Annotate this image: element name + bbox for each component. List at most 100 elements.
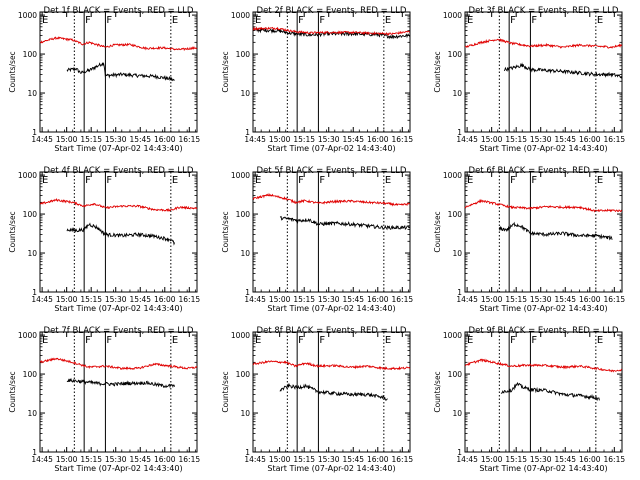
x-tick-label: 15:45 (342, 135, 364, 144)
y-tick-label: 1000 (443, 331, 462, 340)
y-tick-label: 1000 (18, 331, 37, 340)
x-tick-label: 14:45 (456, 135, 478, 144)
interval-marker: E (385, 335, 391, 346)
x-tick-label: 15:15 (505, 455, 527, 464)
x-tick-label: 14:45 (244, 135, 266, 144)
y-tick-label: 1000 (231, 171, 250, 180)
chart-panel-2: Det 2f BLACK = Events, RED = LLD 1 10 100 10… (221, 6, 413, 153)
interval-marker: F (85, 15, 91, 26)
interval-marker: F (85, 175, 91, 186)
interval-marker: E (467, 335, 473, 346)
x-tick-label: 15:45 (554, 135, 576, 144)
y-axis-label: Counts/sec (221, 211, 230, 252)
x-tick-label: 16:00 (579, 135, 601, 144)
x-tick-label: 15:45 (129, 295, 151, 304)
chart-panel-6: Det 6f BLACK = Events, RED = LLD 1 10 100 10… (433, 166, 625, 313)
x-tick-label: 14:45 (456, 295, 478, 304)
x-tick-label: 15:30 (530, 455, 552, 464)
chart-panel-1: Det 1f BLACK = Events, RED = LLD 1 10 100 10… (8, 6, 200, 153)
x-tick-label: 15:45 (554, 295, 576, 304)
events-series-line (66, 61, 175, 82)
x-tick-label: 16:15 (604, 455, 626, 464)
lld-series-line (252, 192, 411, 207)
y-tick-label: 10 (452, 89, 462, 98)
x-tick-label: 15:15 (80, 295, 102, 304)
x-tick-label: 14:45 (244, 295, 266, 304)
x-tick-label: 16:15 (392, 455, 414, 464)
interval-marker: E (467, 15, 473, 26)
x-tick-label: 15:45 (342, 455, 364, 464)
interval-marker: E (42, 175, 48, 186)
interval-marker: E (597, 15, 603, 26)
x-tick-label: 15:30 (318, 295, 340, 304)
lld-series-line (464, 198, 623, 213)
x-tick-label: 16:15 (392, 295, 414, 304)
x-tick-label: 15:00 (56, 295, 78, 304)
x-tick-label: 15:00 (269, 455, 291, 464)
x-tick-label: 15:45 (129, 455, 151, 464)
plot-frame (39, 11, 198, 133)
x-axis-label: Start Time (07-Apr-02 14:43:40) (479, 304, 607, 313)
x-tick-label: 15:15 (505, 295, 527, 304)
events-series-line (503, 62, 623, 79)
interval-marker: E (42, 15, 48, 26)
x-tick-label: 14:45 (456, 455, 478, 464)
interval-marker: F (319, 175, 325, 186)
x-axis-label: Start Time (07-Apr-02 14:43:40) (267, 144, 395, 153)
interval-marker: F (106, 15, 112, 26)
interval-marker: E (172, 15, 178, 26)
events-series-line (279, 382, 388, 401)
x-tick-label: 16:00 (367, 135, 389, 144)
y-tick-label: 1 (32, 288, 37, 297)
x-tick-label: 15:00 (56, 135, 78, 144)
chart-panel-3: Det 3f BLACK = Events, RED = LLD 1 10 100 10… (433, 6, 625, 153)
y-tick-label: 1 (32, 128, 37, 137)
y-tick-label: 100 (23, 210, 38, 219)
events-series-line (498, 221, 613, 241)
x-axis-label: Start Time (07-Apr-02 14:43:40) (54, 304, 182, 313)
x-tick-label: 14:45 (244, 455, 266, 464)
y-tick-label: 100 (23, 50, 38, 59)
interval-marker: E (172, 335, 178, 346)
y-tick-label: 100 (23, 370, 38, 379)
x-tick-label: 15:45 (129, 135, 151, 144)
x-tick-label: 16:00 (367, 295, 389, 304)
plot-frame (252, 11, 411, 133)
interval-marker: E (255, 175, 261, 186)
x-tick-label: 15:30 (530, 135, 552, 144)
interval-marker: E (597, 335, 603, 346)
chart-title: Det 6f BLACK = Events, RED = LLD (469, 166, 619, 176)
interval-marker: F (531, 335, 537, 346)
y-tick-label: 10 (240, 89, 250, 98)
x-tick-label: 14:45 (31, 135, 53, 144)
interval-marker: E (172, 175, 178, 186)
x-tick-label: 16:15 (179, 135, 201, 144)
chart-title: Det 5f BLACK = Events, RED = LLD (257, 166, 407, 176)
x-tick-label: 16:15 (392, 135, 414, 144)
y-axis-label: Counts/sec (8, 371, 17, 412)
interval-marker: E (467, 175, 473, 186)
chart-panel-9: Det 9f BLACK = Events, RED = LLD 1 10 100 10… (433, 326, 625, 473)
x-tick-label: 15:30 (105, 455, 127, 464)
y-tick-label: 10 (27, 409, 37, 418)
interval-marker: E (42, 335, 48, 346)
chart-title: Det 2f BLACK = Events, RED = LLD (257, 6, 407, 16)
x-tick-label: 15:15 (505, 135, 527, 144)
lld-series-line (252, 26, 410, 36)
y-tick-label: 1000 (443, 171, 462, 180)
interval-marker: F (510, 15, 516, 26)
y-tick-label: 1000 (443, 11, 462, 20)
interval-marker: E (255, 335, 261, 346)
y-axis-label: Counts/sec (433, 211, 442, 252)
x-tick-label: 15:15 (293, 455, 315, 464)
plot-frame (464, 11, 623, 133)
y-tick-label: 10 (240, 409, 250, 418)
x-tick-label: 14:45 (31, 455, 53, 464)
x-tick-label: 15:15 (293, 295, 315, 304)
plot-frame (252, 171, 411, 293)
x-tick-label: 16:15 (179, 455, 201, 464)
y-axis-label: Counts/sec (8, 51, 17, 92)
x-tick-label: 16:00 (579, 455, 601, 464)
y-tick-label: 1 (457, 128, 462, 137)
plot-frame (464, 171, 623, 293)
